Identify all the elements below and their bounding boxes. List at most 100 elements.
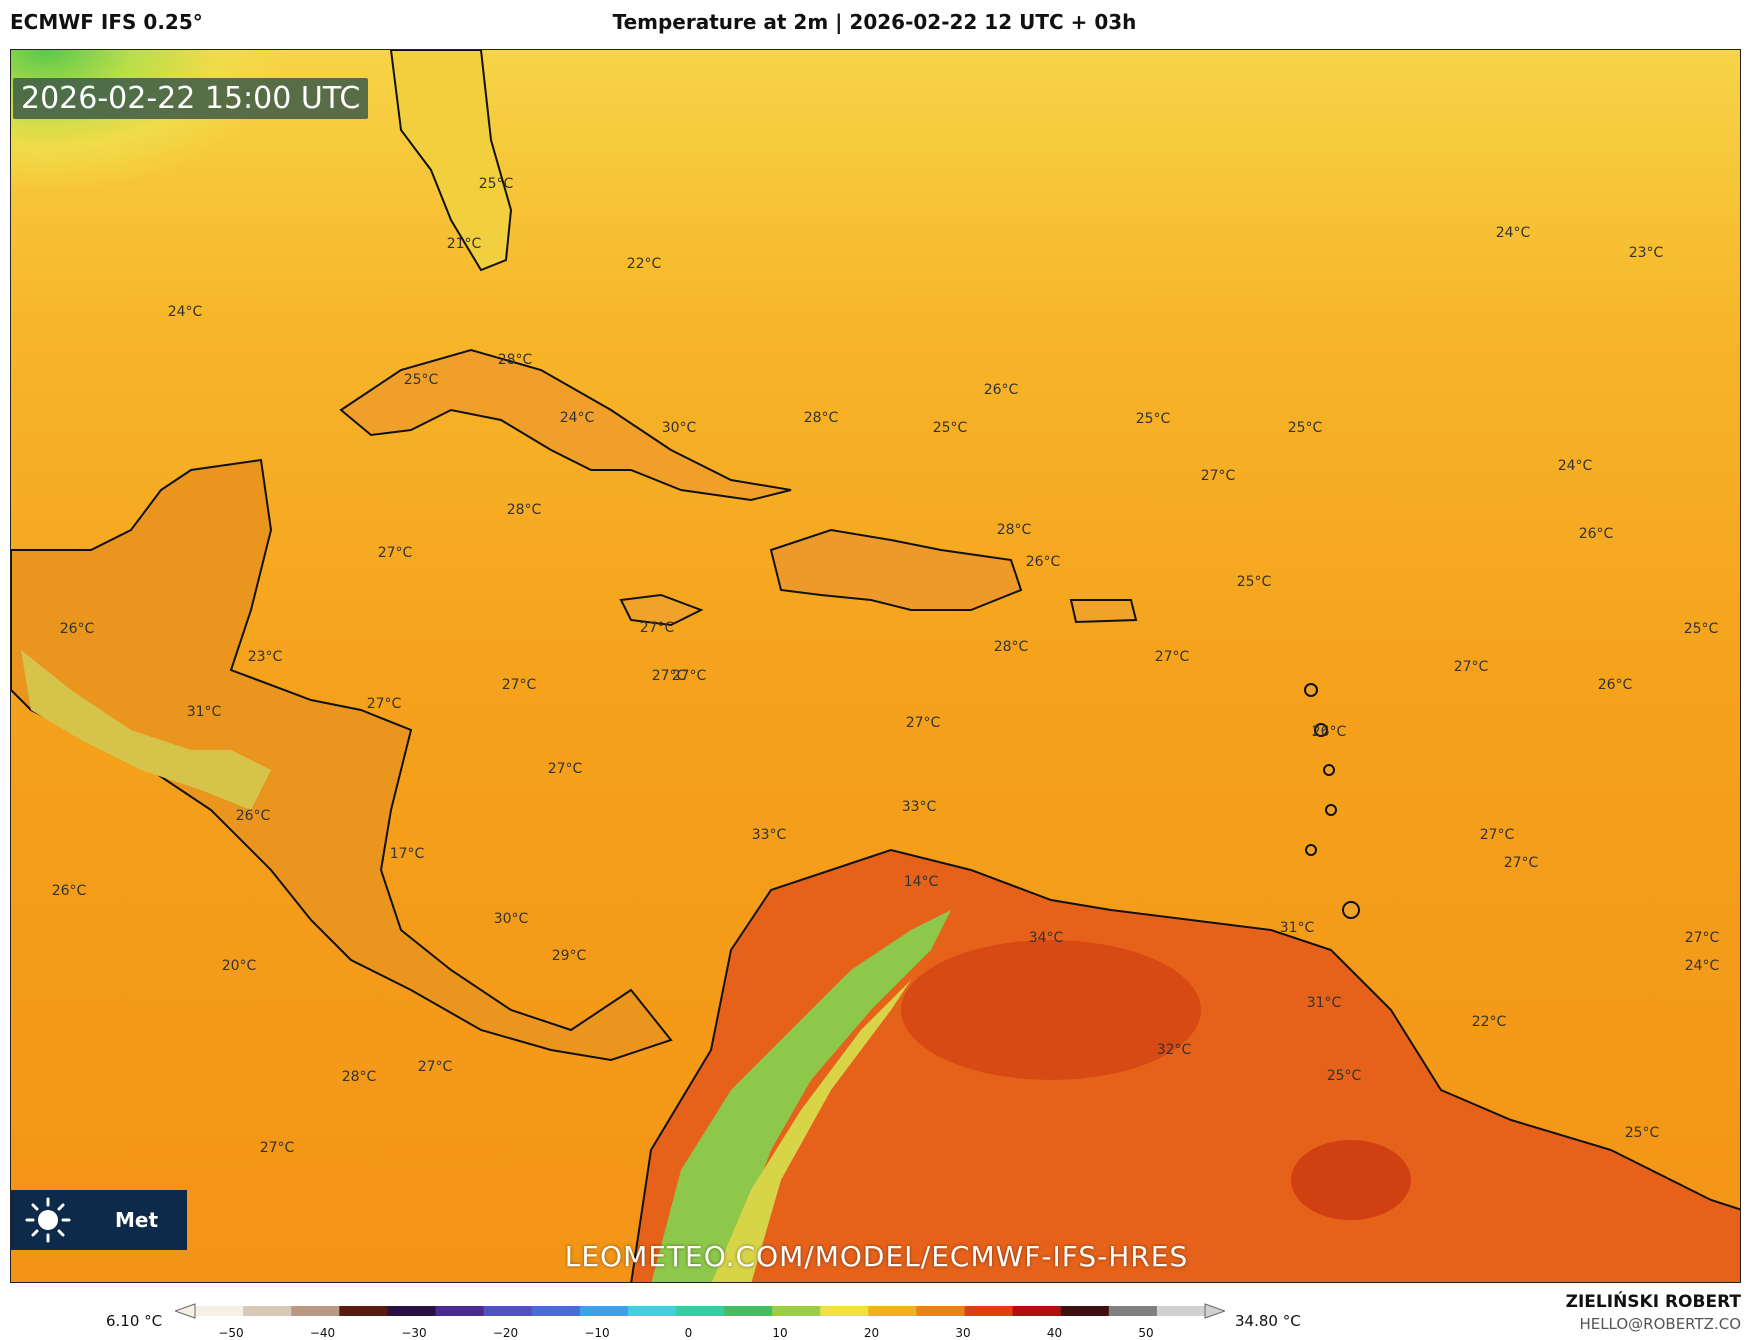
map-title: Temperature at 2m | 2026-02-22 12 UTC + … xyxy=(612,10,1137,34)
brand-text: Met xyxy=(115,1208,159,1232)
temperature-label: 26°C xyxy=(1578,526,1614,542)
temperature-label: 26°C xyxy=(1597,677,1633,693)
temperature-label: 31°C xyxy=(186,704,222,720)
colorbar-segment xyxy=(916,1306,966,1316)
colorbar-tick-label: 50 xyxy=(1138,1326,1154,1340)
temperature-label: 14°C xyxy=(903,874,939,890)
temperature-label: 25°C xyxy=(403,372,439,388)
temperature-label: 25°C xyxy=(1236,574,1272,590)
temperature-label: 23°C xyxy=(1628,245,1664,261)
temperature-label: 31°C xyxy=(1279,920,1315,936)
temperature-label: 27°C xyxy=(366,696,402,712)
colorbar xyxy=(175,1303,1225,1319)
colorbar-tick-label: 0 xyxy=(684,1326,693,1340)
colorbar-tick-label: 40 xyxy=(1046,1326,1063,1340)
author-name: ZIELIŃSKI ROBERT xyxy=(1565,1292,1741,1312)
min-value: 6.10 °C xyxy=(106,1312,163,1330)
temperature-label: 28°C xyxy=(996,522,1032,538)
temperature-label: 27°C xyxy=(377,545,413,561)
temperature-label: 24°C xyxy=(1495,225,1531,241)
colorbar-legend: 6.10 °C −50 −40 −30 −20 −10 0 10 20 30 40 50 34.80… xyxy=(0,1290,1749,1340)
temperature-label: 26°C xyxy=(59,621,95,637)
max-value: 34.80 °C xyxy=(1235,1312,1301,1330)
colorbar-segment xyxy=(1156,1306,1206,1316)
colorbar-segment xyxy=(531,1306,581,1316)
temperature-label: 27°C xyxy=(1479,827,1515,843)
colorbar-segment xyxy=(772,1306,821,1316)
colorbar-segment xyxy=(675,1306,725,1316)
temperature-label: 25°C xyxy=(1683,621,1719,637)
colorbar-tick-label: 20 xyxy=(863,1326,880,1340)
temperature-label: 25°C xyxy=(1326,1068,1362,1084)
temperature-label: 24°C xyxy=(167,304,203,320)
colorbar-segment xyxy=(387,1306,436,1316)
temperature-label: 26°C xyxy=(1311,724,1347,740)
temperature-label: 26°C xyxy=(983,382,1019,398)
temperature-label: 24°C xyxy=(559,410,595,426)
temperature-label: 27°C xyxy=(651,668,687,684)
colorbar-segment xyxy=(868,1306,917,1316)
colorbar-segment xyxy=(820,1306,869,1316)
colorbar-segment xyxy=(291,1306,340,1316)
colorbar-segment xyxy=(724,1306,773,1316)
temperature-label: 34°C xyxy=(1028,930,1064,946)
temperature-label: 28°C xyxy=(506,502,542,518)
temperature-map[interactable]: 2026-02-22 15:00 UTC 25°C 21°C 22°C 24°C 28°… xyxy=(10,49,1741,1283)
colorbar-segment xyxy=(627,1306,677,1316)
valid-time-label: 2026-02-22 15:00 UTC xyxy=(13,78,369,119)
temperature-label: 25°C xyxy=(932,420,968,436)
temperature-label: 32°C xyxy=(1156,1042,1192,1058)
temperature-label: 28°C xyxy=(497,352,533,368)
temperature-label: 27°C xyxy=(1154,649,1190,665)
temperature-label: 27°C xyxy=(1503,855,1539,871)
temperature-label: 27°C xyxy=(417,1059,453,1075)
temperature-label: 25°C xyxy=(1624,1125,1660,1141)
temperature-label: 27°C xyxy=(1200,468,1236,484)
site-watermark: LEOMETEO.COM/MODEL/ECMWF-IFS-HRES xyxy=(564,1240,1189,1273)
colorbar-segment xyxy=(435,1306,485,1316)
colorbar-segment xyxy=(579,1306,629,1316)
temperature-label: 27°C xyxy=(547,761,583,777)
temperature-label: 27°C xyxy=(905,715,941,731)
colorbar-segment xyxy=(339,1306,388,1316)
temperature-label: 25°C xyxy=(478,176,514,192)
temperature-label: 33°C xyxy=(751,827,787,843)
author-email[interactable]: HELLO@ROBERTZ.CO xyxy=(1579,1315,1741,1333)
colorbar-tick-label: −40 xyxy=(309,1326,336,1340)
temperature-label: 17°C xyxy=(389,846,425,862)
colorbar-tick-label: −50 xyxy=(218,1326,244,1340)
temperature-label: 21°C xyxy=(446,236,482,252)
temperature-label: 22°C xyxy=(626,256,662,272)
temperature-label: 27°C xyxy=(501,677,537,693)
temperature-label: 31°C xyxy=(1306,995,1342,1011)
model-name: ECMWF IFS 0.25° xyxy=(10,10,203,34)
temperature-label: 20°C xyxy=(221,958,257,974)
map-background xyxy=(11,50,1740,1282)
colorbar-tick-label: 10 xyxy=(772,1326,788,1340)
colorbar-segment xyxy=(1060,1306,1110,1316)
temperature-label: 27°C xyxy=(639,620,675,636)
temperature-label: 27°C xyxy=(1684,930,1720,946)
temperature-label: 26°C xyxy=(51,883,87,899)
temperature-label: 24°C xyxy=(1557,458,1593,474)
temperature-label: 27°C xyxy=(1453,659,1489,675)
temperature-label: 33°C xyxy=(901,799,937,815)
temperature-label: 22°C xyxy=(1471,1014,1507,1030)
colorbar-tick-label: −20 xyxy=(492,1326,519,1340)
temperature-label: 30°C xyxy=(493,911,529,927)
colorbar-extend-right xyxy=(1204,1303,1225,1319)
temperature-label: 25°C xyxy=(1135,411,1171,427)
colorbar-segment xyxy=(243,1306,292,1316)
temperature-label: 25°C xyxy=(1287,420,1323,436)
colorbar-segment xyxy=(964,1306,1014,1316)
temperature-label: 26°C xyxy=(1025,554,1061,570)
temperature-label: 30°C xyxy=(661,420,697,436)
brand-badge: Met xyxy=(11,1190,187,1250)
colorbar-tick-label: −10 xyxy=(584,1326,610,1340)
temperature-label: 23°C xyxy=(247,649,283,665)
colorbar-tick-label: 30 xyxy=(955,1326,971,1340)
temperature-label: 29°C xyxy=(551,948,587,964)
temperature-label: 24°C xyxy=(1684,958,1720,974)
temperature-label: 27°C xyxy=(671,668,707,684)
colorbar-segment xyxy=(1012,1306,1062,1316)
